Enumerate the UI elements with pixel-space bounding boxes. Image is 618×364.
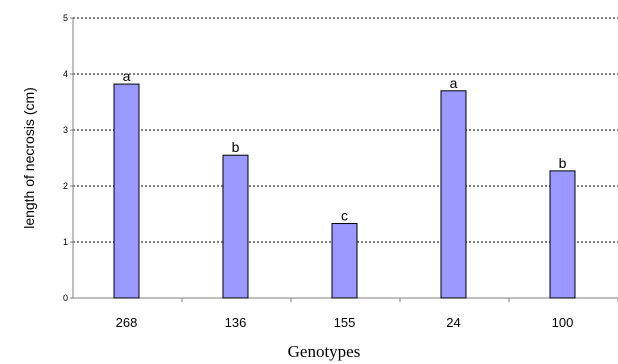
x-axis-label: Genotypes: [288, 342, 361, 361]
y-axis-label: length of necrosis (cm): [21, 87, 37, 229]
y-tick-label: 0: [63, 293, 68, 303]
bar-letter-label: b: [559, 155, 567, 171]
bar: [222, 154, 249, 299]
bars: [113, 83, 576, 299]
bar-letter-label: b: [232, 139, 240, 155]
bar-letter-labels: a b c a b: [123, 68, 567, 223]
bar: [331, 223, 358, 299]
bar-letter-label: c: [341, 208, 348, 224]
bar: [113, 83, 140, 299]
x-tick-labels: 268 136 155 24 100: [116, 315, 574, 330]
bar-letter-label: a: [450, 75, 458, 91]
x-tick-label: 155: [334, 315, 356, 330]
bar: [440, 90, 467, 299]
x-tick-label: 24: [446, 315, 460, 330]
x-tick-label: 100: [552, 315, 574, 330]
y-tick-label: 3: [63, 125, 68, 135]
bar: [549, 170, 576, 299]
x-tick-label: 136: [225, 315, 247, 330]
y-tick-label: 4: [63, 69, 68, 79]
y-tick-label: 5: [63, 13, 68, 23]
y-tick-labels: 0 1 2 3 4 5: [63, 13, 68, 303]
y-tick-label: 2: [63, 181, 68, 191]
x-tick-label: 268: [116, 315, 138, 330]
y-tick-label: 1: [63, 237, 68, 247]
bar-letter-label: a: [123, 68, 131, 84]
